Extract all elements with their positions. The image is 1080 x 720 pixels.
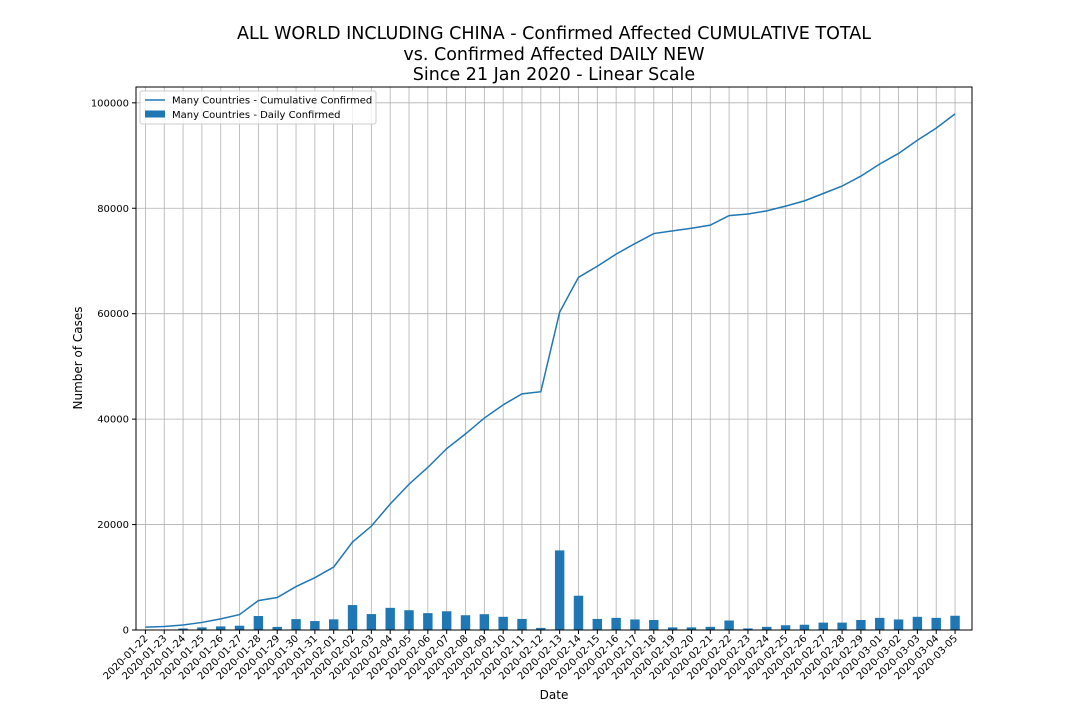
daily-bar bbox=[818, 622, 828, 630]
daily-bar bbox=[536, 627, 546, 630]
daily-bar bbox=[178, 628, 188, 630]
daily-bar bbox=[234, 625, 245, 630]
daily-bar bbox=[291, 619, 301, 630]
daily-bar bbox=[950, 615, 960, 630]
daily-bar bbox=[272, 626, 282, 630]
daily-bar bbox=[724, 620, 734, 630]
y-tick-label: 80000 bbox=[97, 204, 129, 215]
y-axis-label: Number of Cases bbox=[71, 306, 85, 409]
daily-bar bbox=[216, 626, 226, 630]
cumulative-line-group bbox=[145, 113, 956, 628]
legend-bar-swatch bbox=[145, 110, 165, 118]
daily-bar bbox=[762, 626, 772, 630]
daily-bar bbox=[366, 614, 377, 630]
legend-label-daily: Many Countries - Daily Confirmed bbox=[172, 110, 341, 121]
daily-bar bbox=[799, 624, 810, 630]
daily-bar bbox=[347, 605, 358, 630]
daily-bar bbox=[875, 617, 885, 630]
daily-bar bbox=[611, 617, 621, 630]
legend-box bbox=[139, 90, 377, 125]
daily-bar bbox=[630, 619, 640, 630]
daily-bar bbox=[310, 621, 320, 630]
daily-bar bbox=[404, 610, 414, 630]
chart-title-line-1: ALL WORLD INCLUDING CHINA - Confirmed Af… bbox=[237, 24, 871, 44]
grid-lines bbox=[136, 87, 972, 631]
daily-bar bbox=[931, 617, 941, 630]
daily-bar bbox=[253, 616, 264, 630]
daily-bar bbox=[686, 627, 697, 630]
cumulative-line bbox=[145, 113, 956, 628]
daily-bar bbox=[592, 618, 603, 630]
daily-bar bbox=[667, 627, 678, 630]
daily-bar bbox=[517, 618, 527, 630]
daily-bar bbox=[554, 550, 565, 630]
daily-bar bbox=[498, 616, 508, 630]
daily-bar bbox=[328, 619, 339, 630]
daily-bar bbox=[441, 611, 452, 630]
daily-bar bbox=[385, 607, 395, 630]
y-tick-label: 100000 bbox=[91, 98, 129, 109]
daily-bar bbox=[649, 619, 659, 630]
daily-bar bbox=[573, 595, 584, 630]
daily-bar bbox=[460, 615, 471, 630]
plot-frame bbox=[135, 86, 973, 631]
daily-bars bbox=[159, 550, 960, 630]
daily-bar bbox=[705, 626, 715, 630]
daily-bar bbox=[743, 628, 753, 630]
daily-bar bbox=[197, 627, 207, 630]
daily-bar bbox=[423, 613, 433, 630]
y-tick-label: 0 bbox=[123, 626, 129, 637]
daily-bar bbox=[912, 616, 923, 630]
y-tick-label: 20000 bbox=[97, 520, 129, 531]
daily-bar bbox=[780, 625, 791, 630]
daily-bar bbox=[893, 619, 904, 630]
y-axis-ticks: 0 20000 40000 60000 80000 100000 bbox=[91, 98, 136, 637]
y-tick-label: 40000 bbox=[97, 415, 129, 426]
daily-bar bbox=[479, 614, 490, 630]
daily-bar bbox=[837, 622, 847, 630]
y-tick-label: 60000 bbox=[97, 309, 129, 320]
x-axis-label: Date bbox=[540, 688, 569, 702]
legend: Many Countries - Cumulative Confirmed Ma… bbox=[139, 90, 377, 125]
chart-title-line-2: vs. Confirmed Affected DAILY NEW bbox=[403, 45, 704, 65]
legend-label-cumulative: Many Countries - Cumulative Confirmed bbox=[172, 96, 372, 107]
chart-title-line-3: Since 21 Jan 2020 - Linear Scale bbox=[413, 65, 695, 85]
daily-bar bbox=[856, 619, 866, 630]
